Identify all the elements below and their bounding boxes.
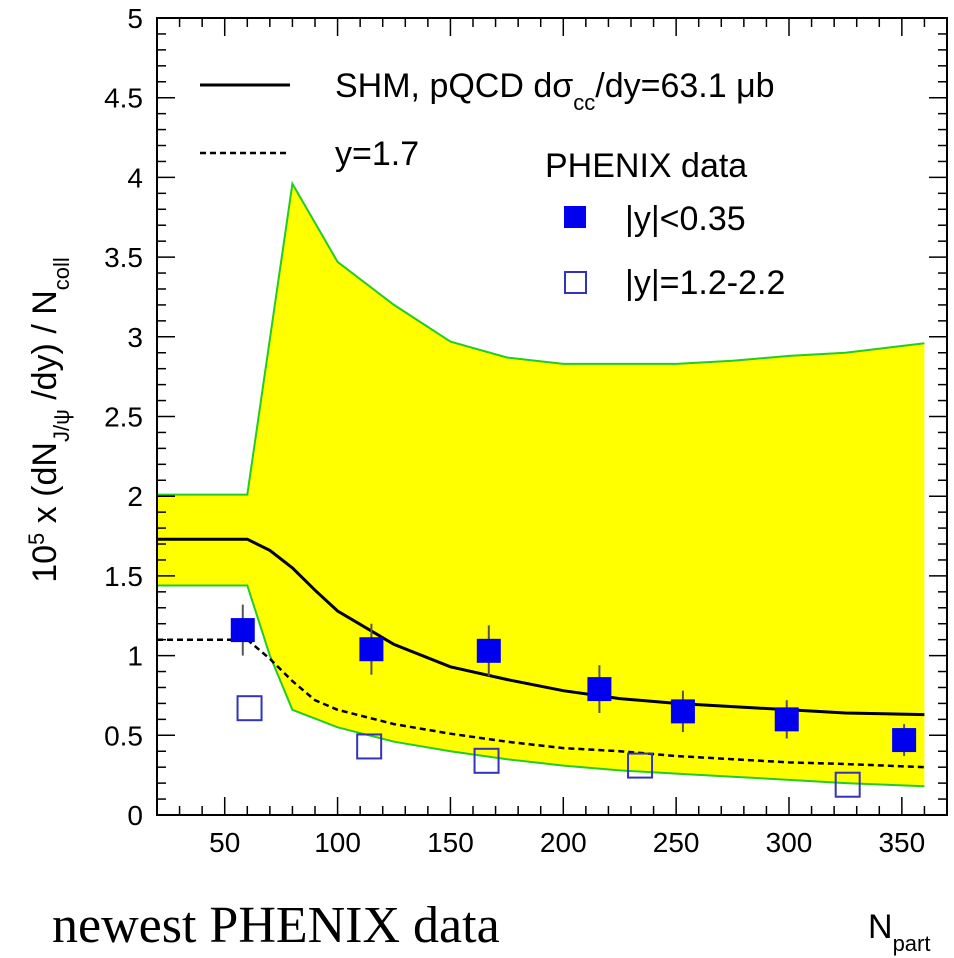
data-markers	[230, 604, 917, 798]
data-point-filled	[587, 677, 612, 702]
model-curves	[157, 537, 925, 769]
solid-curve-shm	[157, 537, 925, 717]
data-point-open	[627, 752, 654, 779]
caption: newest PHENIX data	[52, 897, 500, 954]
x-tick-label: 150	[427, 827, 474, 858]
x-axis-label-subscript: part	[893, 931, 931, 956]
data-point-open	[236, 695, 263, 722]
legend-group-title: PHENIX data	[545, 147, 747, 185]
x-tick-label: 200	[540, 827, 587, 858]
y-tick-label: 0	[127, 800, 143, 831]
data-point-filled	[774, 707, 799, 732]
x-tick-label: 350	[878, 827, 925, 858]
x-tick-label: 50	[209, 827, 240, 858]
band-upper-edge	[157, 180, 925, 496]
data-point-filled	[359, 637, 384, 662]
data-point-filled	[230, 618, 255, 643]
y-axis-label-subscript2: coll	[49, 257, 74, 290]
y-tick-label: 2.5	[104, 402, 143, 433]
x-tick-label: 250	[653, 827, 700, 858]
legend-solid-label-part2: /dy=63.1 μb	[595, 67, 774, 105]
y-axis-label-subscript1: J/ψ	[49, 409, 74, 442]
x-tick-label: 300	[766, 827, 813, 858]
y-tick-label: 3	[127, 322, 143, 353]
legend-solid-label-part1: SHM, pQCD dσ	[335, 67, 573, 105]
uncertainty-band	[157, 180, 925, 788]
data-point-open	[473, 747, 500, 774]
y-tick-label: 4	[127, 162, 143, 193]
data-point-filled	[476, 638, 501, 663]
band-lower-edge	[157, 584, 925, 788]
x-axis-label-main: N	[868, 908, 893, 946]
y-tick-label: 5	[127, 3, 143, 34]
y-tick-label: 3.5	[104, 242, 143, 273]
y-tick-label: 1	[127, 641, 143, 672]
legend-solid-line-label: SHM, pQCD dσcc/dy=63.1 μb	[335, 67, 775, 115]
band-fill	[157, 183, 925, 787]
legend-dashed-line-label: y=1.7	[335, 135, 419, 173]
y-tick-label: 1.5	[104, 561, 143, 592]
legend-filled-square-marker	[564, 206, 586, 228]
y-axis-label: 105 x (dNJ/ψ /dy) / Ncoll	[24, 257, 74, 583]
legend-open-square-marker	[564, 271, 587, 294]
legend-open-square-label: |y|=1.2-2.2	[625, 264, 785, 302]
legend-solid-label-subscript: cc	[573, 90, 595, 115]
data-point-filled	[892, 728, 917, 753]
data-point-open	[356, 733, 383, 760]
y-axis-label-part1: 10	[26, 545, 64, 583]
y-axis-label-superscript: 5	[24, 533, 49, 545]
legend-filled-square-label: |y|<0.35	[625, 200, 746, 238]
data-point-open	[834, 771, 861, 798]
y-tick-label: 4.5	[104, 83, 143, 114]
y-axis-label-part3: /dy) / N	[26, 290, 64, 409]
legend: SHM, pQCD dσcc/dy=63.1 μb y=1.7 PHENIX d…	[200, 67, 785, 302]
data-point-filled	[670, 699, 695, 724]
x-axis-label: Npart	[868, 908, 930, 956]
y-tick-label: 0.5	[104, 720, 143, 751]
axis-ticks: 50 100 150 200 250 300 350 0 0.5 1 1.5 2 2.5 3 3.5 4 4.5…	[104, 3, 948, 858]
x-tick-label: 100	[314, 827, 361, 858]
y-axis-label-part2: x (dN	[26, 442, 64, 533]
y-tick-label: 2	[127, 481, 143, 512]
dashed-curve-y1.7	[157, 638, 925, 769]
